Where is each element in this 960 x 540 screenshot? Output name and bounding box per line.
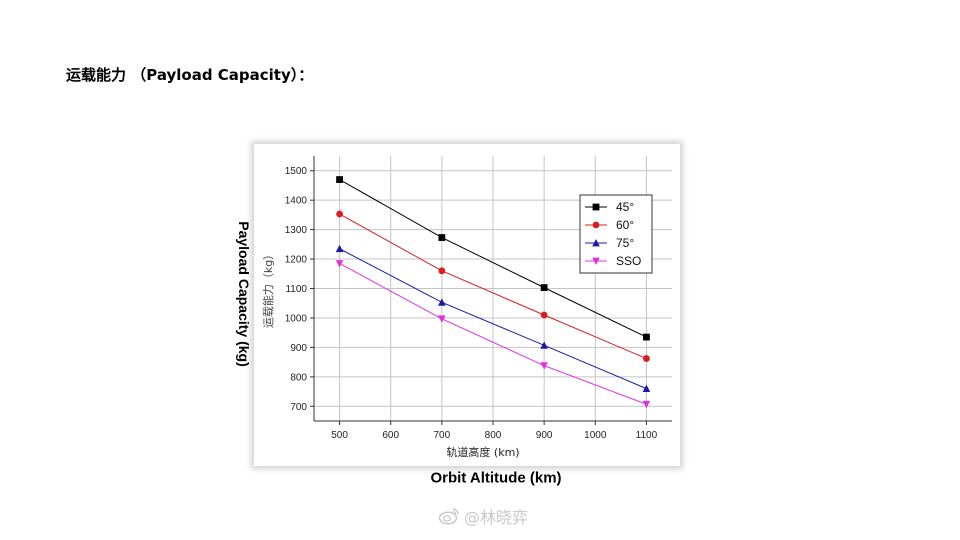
legend-label-60: 60° (616, 218, 634, 232)
data-point-sso (540, 362, 548, 370)
data-point-60 (438, 267, 446, 275)
x-tick-label: 1000 (584, 430, 607, 441)
data-point-60 (540, 311, 548, 319)
data-point-sso (438, 315, 446, 323)
y-tick-label: 800 (290, 372, 307, 383)
x-tick-label: 500 (331, 430, 348, 441)
y-tick-label: 1400 (285, 196, 308, 207)
watermark-text: @林晓弈 (464, 508, 529, 527)
y-tick-label: 1200 (285, 255, 308, 266)
data-point-60 (336, 210, 343, 218)
data-point-45 (438, 234, 446, 241)
legend-marker-45 (592, 203, 600, 211)
data-point-75 (335, 244, 344, 253)
legend-label-75: 75° (616, 236, 634, 250)
x-tick-label: 700 (434, 430, 451, 441)
data-point-45 (336, 176, 343, 183)
outer-y-axis-label: Payload Capacity (kg) (236, 221, 252, 367)
watermark: @林晓弈 (438, 504, 528, 528)
x-axis-title: 轨道高度 (km) (446, 445, 519, 459)
chart-frame: 500 600 700 800 900 1000 1100 700 800 900 1000 1100… (254, 144, 680, 466)
outer-x-axis-label: Orbit Altitude (km) (430, 469, 562, 487)
x-tick-label: 600 (382, 430, 399, 441)
data-point-45 (643, 333, 650, 341)
line-chart: 500 600 700 800 900 1000 1100 700 800 900 1000 1100… (261, 156, 672, 459)
y-tick-label: 1500 (285, 166, 308, 177)
data-point-sso (335, 260, 344, 268)
y-tick-label: 1000 (285, 313, 308, 324)
x-tick-label: 900 (536, 430, 553, 441)
y-tick-label: 1300 (285, 225, 308, 236)
legend-box (579, 194, 653, 274)
y-tick-label: 900 (290, 343, 307, 354)
y-tick-label: 700 (290, 402, 307, 413)
weibo-icon (438, 508, 459, 525)
x-tick-label: 800 (485, 430, 502, 441)
x-tick-label: 1100 (636, 430, 658, 441)
data-point-75 (438, 298, 446, 306)
series-line-45 (339, 179, 647, 338)
data-point-sso (642, 400, 651, 409)
data-point-60 (643, 355, 650, 362)
y-axis-title: 运载能力（kg） (261, 249, 275, 328)
data-point-45 (540, 284, 548, 292)
series-line-60 (339, 213, 647, 360)
legend-marker-75 (592, 239, 600, 247)
legend-marker-60 (592, 221, 600, 229)
series-line-sso (339, 263, 647, 405)
legend-label-sso: SSO (616, 254, 641, 268)
page-heading: 运载能力 （Payload Capacity）： (66, 66, 314, 84)
legend-label-45: 45° (616, 200, 634, 214)
y-tick-label: 1100 (285, 284, 307, 295)
data-point-75 (540, 341, 548, 349)
series-line-75 (339, 248, 647, 390)
legend-marker-sso (592, 257, 600, 265)
data-point-75 (642, 384, 651, 393)
